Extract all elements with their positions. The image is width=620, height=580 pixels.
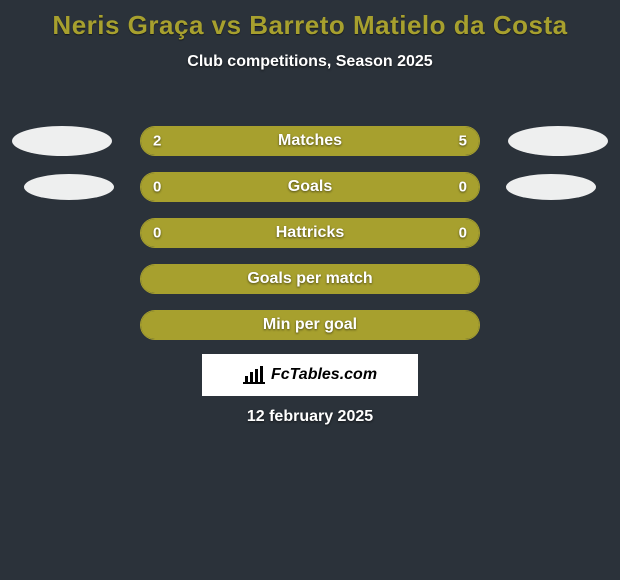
stat-bar-left-fill [141, 265, 310, 293]
stat-bar-left-fill [141, 311, 310, 339]
stat-bar-right-fill [310, 173, 479, 201]
stat-bar-track: 0 Hattricks 0 [140, 218, 480, 248]
stat-bar-track: 2 Matches 5 [140, 126, 480, 156]
stat-row: 0 Hattricks 0 [0, 210, 620, 256]
page-title: Neris Graça vs Barreto Matielo da Costa [0, 0, 620, 41]
comparison-infographic: Neris Graça vs Barreto Matielo da Costa … [0, 0, 620, 580]
player-left-marker [24, 174, 114, 200]
stats-rows: 2 Matches 5 0 Goals 0 0 Hat [0, 118, 620, 348]
stat-bar-track: Goals per match [140, 264, 480, 294]
page-subtitle: Club competitions, Season 2025 [0, 53, 620, 71]
stat-bar-left-fill [141, 173, 310, 201]
stat-bar-left-fill [141, 127, 238, 155]
brand-box: FcTables.com [202, 354, 418, 396]
brand-text: FcTables.com [271, 366, 377, 384]
stat-bar-left-fill [141, 219, 310, 247]
bar-chart-icon [243, 366, 265, 384]
stat-bar-track: 0 Goals 0 [140, 172, 480, 202]
player-left-marker [12, 126, 112, 156]
stat-row: Min per goal [0, 302, 620, 348]
player-right-marker [508, 126, 608, 156]
generated-date: 12 february 2025 [0, 408, 620, 426]
stat-row: 2 Matches 5 [0, 118, 620, 164]
stat-bar-right-fill [310, 219, 479, 247]
stat-bar-right-fill [310, 265, 479, 293]
stat-bar-right-fill [310, 311, 479, 339]
player-right-marker [506, 174, 596, 200]
stat-row: Goals per match [0, 256, 620, 302]
stat-bar-right-fill [238, 127, 479, 155]
stat-bar-track: Min per goal [140, 310, 480, 340]
stat-row: 0 Goals 0 [0, 164, 620, 210]
